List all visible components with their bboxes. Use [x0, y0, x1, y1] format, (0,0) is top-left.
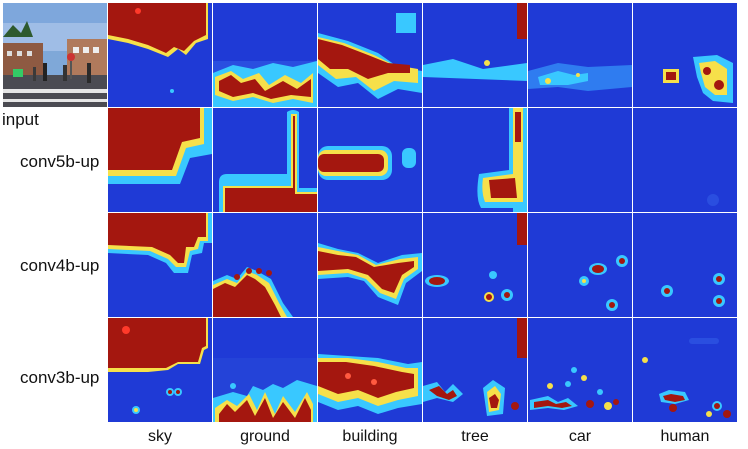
row-label-input: input [2, 110, 39, 129]
heatmap-output-human [633, 3, 737, 107]
column-label-ground: ground [240, 428, 290, 445]
heatmap-conv3b-tree [423, 318, 527, 422]
heatmap-output-building [318, 3, 422, 107]
heatmap-conv4b-tree [423, 213, 527, 317]
row-label-conv5b-up: conv5b-up [20, 152, 100, 171]
column-label-car: car [568, 428, 592, 445]
street-scene-image [3, 3, 107, 107]
column-label-building: building [342, 428, 398, 445]
input-photo [3, 3, 107, 107]
heatmap-conv5b-ground [213, 108, 317, 212]
heatmap-output-sky [108, 3, 212, 107]
heatmap-output-ground [213, 3, 317, 107]
heatmap-conv4b-building [318, 213, 422, 317]
heatmap-output-tree [423, 3, 527, 107]
heatmap-conv5b-tree [423, 108, 527, 212]
heatmap-conv3b-ground [213, 318, 317, 422]
column-label-sky: sky [148, 428, 172, 445]
row-label-conv3b-up: conv3b-up [20, 368, 100, 387]
column-label-tree: tree [461, 428, 489, 445]
heatmap-conv3b-human [633, 318, 737, 422]
heatmap-conv5b-building [318, 108, 422, 212]
column-label-human: human [660, 428, 710, 445]
heatmap-conv5b-human [633, 108, 737, 212]
heatmap-output-car [528, 3, 632, 107]
heatmap-conv4b-sky [108, 213, 212, 317]
heatmap-conv3b-sky [108, 318, 212, 422]
heatmap-conv3b-building [318, 318, 422, 422]
heatmap-conv5b-sky [108, 108, 212, 212]
heatmap-conv4b-ground [213, 213, 317, 317]
heatmap-conv5b-car [528, 108, 632, 212]
heatmap-conv4b-car [528, 213, 632, 317]
row-label-conv4b-up: conv4b-up [20, 256, 100, 275]
heatmap-conv3b-car [528, 318, 632, 422]
heatmap-conv4b-human [633, 213, 737, 317]
